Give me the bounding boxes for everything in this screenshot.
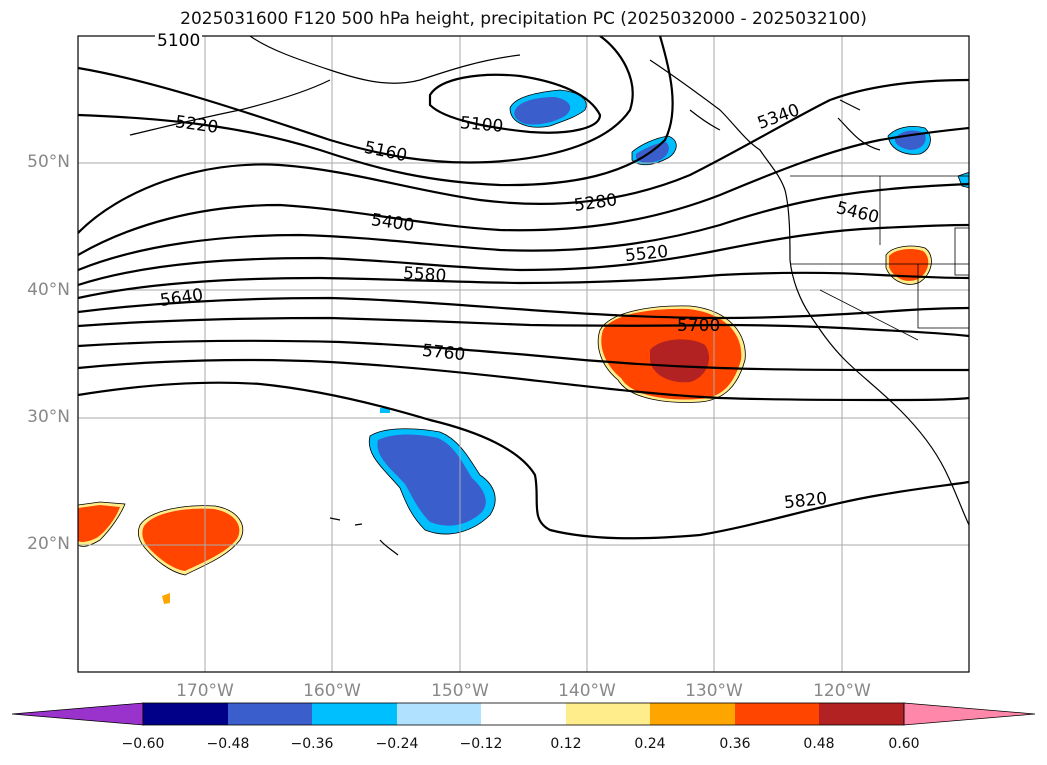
lon-label: 150°W (431, 681, 489, 701)
map-frame (77, 35, 970, 673)
height-contours (78, 36, 969, 540)
contour-label: 5580 (402, 263, 447, 287)
colorbar-tick: 0.60 (888, 736, 920, 752)
lon-label: 170°W (176, 681, 234, 701)
precip-positive-west (78, 501, 244, 604)
map-title: 2025031600 F120 500 hPa height, precipit… (180, 9, 867, 29)
colorbar-tick: 0.36 (719, 736, 751, 752)
precip-negative-hawaii-area (368, 408, 496, 535)
colorbar-tick: 0.24 (634, 736, 666, 752)
colorbar-tick: −0.60 (121, 736, 165, 752)
lat-label: 50°N (27, 152, 70, 172)
lon-label: 130°W (685, 681, 743, 701)
contour-label: 5100 (459, 113, 505, 137)
colorbar-tick: −0.12 (459, 736, 503, 752)
lon-label: 160°W (303, 681, 361, 701)
precip-positive-california (885, 245, 932, 285)
lat-label: 40°N (27, 280, 70, 300)
precip-negative-north (509, 89, 587, 128)
colorbar (11, 702, 1036, 726)
lat-label: 30°N (27, 407, 70, 427)
coastlines (129, 36, 969, 556)
contour-label: 5100 (155, 31, 203, 51)
graticule (78, 36, 969, 672)
lon-label: 140°W (558, 681, 616, 701)
colorbar-tick: 0.48 (803, 736, 835, 752)
colorbar-tick: −0.36 (290, 736, 334, 752)
colorbar-tick: −0.48 (206, 736, 250, 752)
precip-positive-east-pacific (597, 305, 746, 403)
contour-label: 5700 (677, 316, 721, 336)
colorbar-tick: 0.12 (550, 736, 582, 752)
lon-label: 120°W (813, 681, 871, 701)
lat-label: 20°N (27, 534, 70, 554)
colorbar-tick: −0.24 (375, 736, 419, 752)
